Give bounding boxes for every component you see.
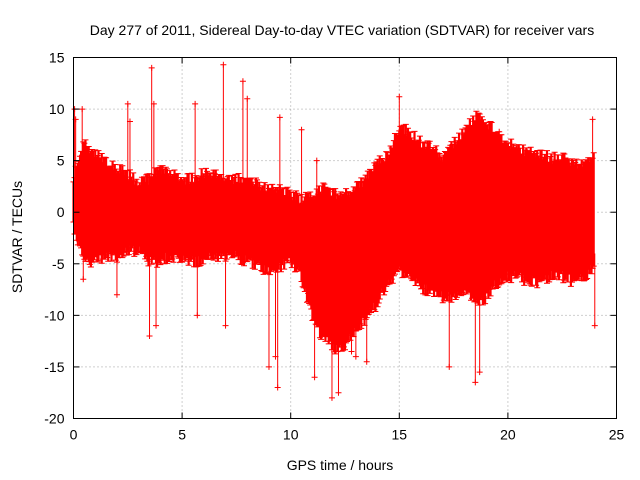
plot-frame <box>73 57 617 419</box>
error-bar-cap <box>487 120 494 297</box>
error-bar-cap <box>560 152 567 284</box>
outlier-point <box>222 322 229 329</box>
outlier-point <box>239 78 246 85</box>
error-bar-cap <box>383 151 390 287</box>
x-axis-title: GPS time / hours <box>287 457 394 473</box>
outlier-point <box>274 384 281 391</box>
error-bar-cap <box>119 165 126 259</box>
outlier-point <box>192 100 199 107</box>
outlier-point <box>476 369 483 376</box>
x-tick-label: 25 <box>609 427 625 443</box>
outlier-point <box>352 353 359 360</box>
y-tick-label: -10 <box>44 307 64 323</box>
y-tick-label: 0 <box>57 204 65 220</box>
error-bar-cap <box>163 168 170 264</box>
outlier-point <box>311 374 318 381</box>
outlier-point <box>591 322 598 329</box>
outlier-point <box>348 348 355 355</box>
outlier-point <box>146 332 153 339</box>
error-bar-cap <box>368 169 375 313</box>
error-bar-cap <box>123 170 130 256</box>
y-tick-label: 15 <box>49 50 65 66</box>
error-bar-cap <box>109 160 116 256</box>
error-bar-cap <box>358 177 365 329</box>
y-tick-label: 10 <box>49 101 65 117</box>
outlier-point <box>244 95 251 102</box>
error-bar-cap <box>95 150 102 262</box>
error-bar-cap <box>479 119 486 306</box>
error-bar-cap <box>463 124 470 295</box>
outlier-point <box>194 312 201 319</box>
error-bar-cap <box>543 150 550 284</box>
error-bar-cap <box>384 151 391 286</box>
error-bar-cap <box>332 188 339 355</box>
outlier-point <box>220 61 227 68</box>
error-bar-cap <box>343 188 350 344</box>
error-bar-cap <box>171 169 178 256</box>
outlier-point <box>150 100 157 107</box>
error-bar-cap <box>508 138 515 284</box>
error-bar-cap <box>376 155 383 300</box>
tick-labels: 0 5 10 15 20 25 -20 -15 -10 -5 0 5 10 15 <box>44 50 624 443</box>
outlier-point <box>124 100 131 107</box>
data-series-vars <box>70 61 598 401</box>
outlier-point <box>328 394 335 401</box>
x-tick-label: 5 <box>178 427 186 443</box>
outlier-point <box>265 363 272 370</box>
ticks <box>73 57 617 419</box>
y-tick-label: -5 <box>52 256 65 272</box>
outlier-point <box>335 389 342 396</box>
outlier-point <box>113 291 120 298</box>
x-tick-label: 10 <box>283 427 299 443</box>
outlier-point <box>496 128 503 135</box>
x-tick-label: 15 <box>392 427 408 443</box>
outlier-point <box>148 64 155 71</box>
outlier-point <box>313 157 320 164</box>
outlier-point <box>80 276 87 283</box>
error-bar-cap <box>98 152 105 264</box>
error-bar-cap <box>551 151 558 279</box>
outlier-point <box>298 126 305 133</box>
error-bar-cap <box>229 175 236 259</box>
x-tick-label: 20 <box>500 427 516 443</box>
outlier-point <box>79 106 86 113</box>
y-axis-title: SDTVAR / TECUs <box>9 181 25 293</box>
y-tick-label: -15 <box>44 359 64 375</box>
outlier-point <box>153 322 160 329</box>
outlier-point <box>446 363 453 370</box>
y-tick-label: 5 <box>57 153 65 169</box>
error-bar-cap <box>590 152 597 267</box>
error-bar-cap <box>426 140 433 294</box>
outlier-point <box>276 114 283 121</box>
error-bar-cap <box>561 153 568 281</box>
outlier-point <box>472 379 479 386</box>
outlier-point <box>363 358 370 365</box>
error-bar-cap <box>133 178 140 256</box>
x-tick-label: 0 <box>70 427 78 443</box>
y-tick-label: -20 <box>44 411 64 427</box>
chart-title: Day 277 of 2011, Sidereal Day-to-day VTE… <box>90 22 594 38</box>
error-bar-cap <box>538 149 545 282</box>
error-bar-cap <box>254 179 261 264</box>
outlier-point <box>589 116 596 123</box>
outlier-point <box>396 93 403 100</box>
outlier-point <box>126 118 133 125</box>
